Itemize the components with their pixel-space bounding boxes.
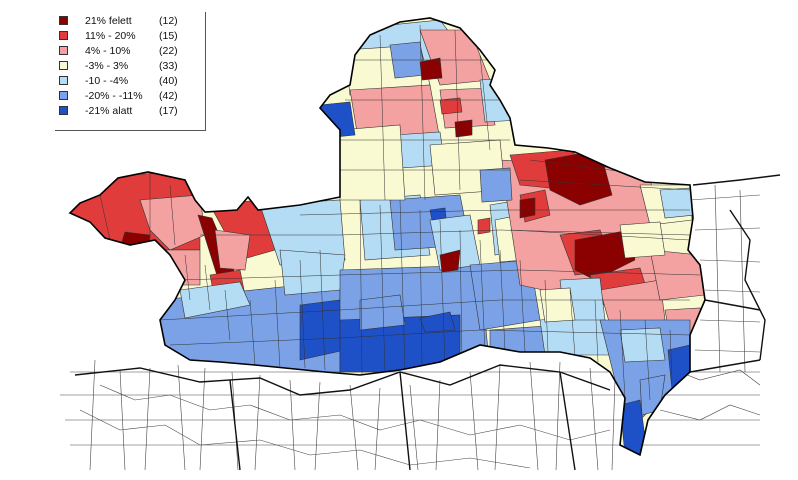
legend-swatch <box>59 31 68 40</box>
municipality-borders <box>99 24 701 401</box>
legend-swatch <box>59 16 68 25</box>
legend-count: (17) <box>159 105 178 117</box>
legend-label: -20% - -11% <box>85 90 143 102</box>
surrounding-municipalities <box>60 184 761 471</box>
legend-item: 11% - 20% (15) <box>55 30 205 43</box>
legend-label: 11% - 20% <box>85 30 136 42</box>
legend-label: -3% - 3% <box>85 60 129 72</box>
outer-boundary-lines <box>74 174 781 471</box>
legend-item: -3% - 3% (33) <box>55 60 205 73</box>
legend-count: (42) <box>159 90 178 102</box>
legend-label: 4% - 10% <box>85 45 131 57</box>
legend-item: -21% alatt (17) <box>55 105 205 118</box>
legend-item: -10 - -4% (40) <box>55 75 205 88</box>
legend-swatch <box>59 106 68 115</box>
legend-label: 21% felett <box>85 15 132 27</box>
legend-count: (12) <box>159 15 178 27</box>
legend-item: 21% felett (12) <box>55 15 205 28</box>
legend-swatch <box>59 61 68 70</box>
legend-swatch <box>59 91 68 100</box>
map-legend: 21% felett (12) 11% - 20% (15) 4% - 10% … <box>55 12 206 131</box>
legend-count: (22) <box>159 45 178 57</box>
legend-count: (15) <box>159 30 178 42</box>
legend-count: (40) <box>159 75 178 87</box>
legend-item: -20% - -11% (42) <box>55 90 205 103</box>
legend-item: 4% - 10% (22) <box>55 45 205 58</box>
legend-label: -10 - -4% <box>85 75 129 87</box>
legend-count: (33) <box>159 60 178 72</box>
legend-swatch <box>59 46 68 55</box>
legend-swatch <box>59 76 68 85</box>
legend-label: -21% alatt <box>85 105 133 117</box>
